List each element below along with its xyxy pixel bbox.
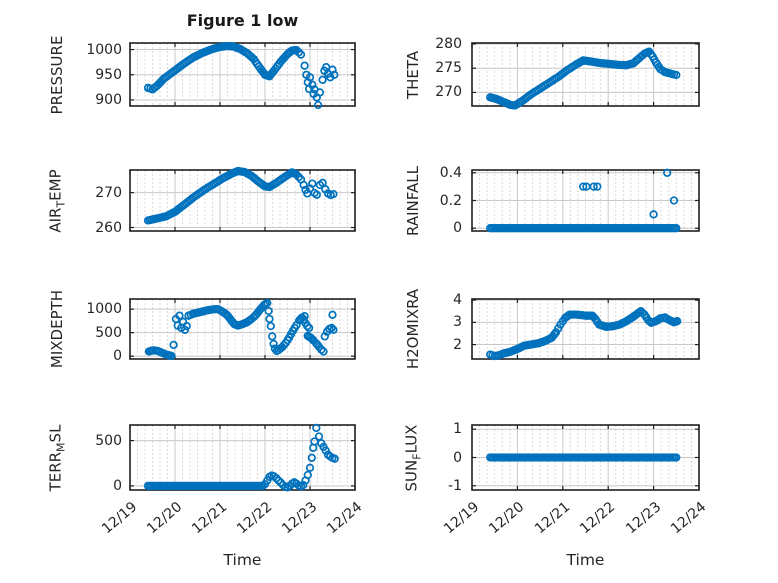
y-tick-label: 0 — [113, 348, 122, 365]
x-tick-label: 12/23 — [279, 499, 321, 538]
x-tick-label: 12/24 — [668, 499, 710, 538]
y-tick-label: -1 — [448, 477, 462, 494]
subplot-h2omixra — [471, 298, 700, 361]
y-tick-label: 4 — [453, 292, 462, 309]
y-tick-label: 260 — [95, 219, 122, 236]
y-axis-label-h2omixra: H2OMIXRA — [404, 288, 422, 370]
x-tick-label: 12/20 — [486, 499, 528, 538]
y-axis-label-theta: THETA — [404, 50, 422, 99]
y-tick-label: 275 — [435, 60, 462, 77]
y-tick-label: 270 — [95, 184, 122, 201]
y-tick-label: 0 — [453, 220, 462, 237]
y-tick-label: 0.4 — [439, 164, 462, 181]
y-tick-label: 270 — [435, 84, 462, 101]
subplot-rainfall — [471, 168, 700, 233]
x-tick-label: 12/21 — [531, 499, 574, 538]
x-tick-label: 12/23 — [622, 499, 664, 538]
y-tick-label: 0 — [113, 477, 122, 494]
y-tick-label: 1000 — [86, 41, 122, 58]
y-tick-label: 1 — [453, 421, 462, 438]
y-axis-label-terr-msl: TERRMSL — [46, 424, 68, 491]
y-tick-label: 950 — [95, 66, 122, 83]
y-tick-label: 500 — [95, 432, 122, 449]
x-axis-label-right: Time — [566, 551, 605, 569]
subplot-terr-msl — [129, 423, 356, 492]
series-theta — [486, 47, 681, 110]
x-tick-label: 12/20 — [144, 499, 186, 538]
y-axis-label-sun-flux: SUNFLUX — [402, 424, 424, 491]
y-tick-label: 3 — [453, 314, 462, 331]
subplot-pressure — [129, 41, 356, 110]
series-sun-flux — [486, 453, 681, 462]
x-tick-label: 12/22 — [577, 499, 619, 538]
y-tick-label: 500 — [95, 324, 122, 341]
x-tick-label: 12/19 — [441, 499, 483, 538]
y-axis-label-rainfall: RAINFALL — [404, 165, 422, 236]
y-tick-label: 900 — [95, 91, 122, 108]
series-h2omixra — [486, 307, 682, 361]
series-air-temp — [143, 166, 338, 225]
series-pressure — [143, 41, 339, 110]
subplot-air-temp — [129, 166, 356, 232]
x-axis-label-left: Time — [223, 551, 262, 569]
subplot-theta — [471, 42, 700, 110]
y-axis-label-pressure: PRESSURE — [48, 35, 66, 114]
x-tick-label: 12/21 — [189, 499, 231, 538]
subplot-mixdepth — [129, 298, 356, 361]
series-rainfall — [486, 168, 681, 233]
y-tick-label: 2 — [453, 336, 462, 353]
series-terr-msl — [143, 423, 339, 492]
x-tick-label: 12/24 — [324, 499, 366, 538]
series-mixdepth — [144, 298, 338, 361]
y-tick-label: 0 — [453, 449, 462, 466]
y-axis-label-mixdepth: MIXDEPTH — [48, 289, 66, 369]
y-tick-label: 280 — [435, 35, 462, 52]
y-tick-label: 1000 — [86, 301, 122, 318]
figure-title: Figure 1 low — [186, 11, 299, 30]
subplot-sun-flux — [471, 424, 700, 491]
x-tick-label: 12/22 — [234, 499, 276, 538]
y-tick-label: 0.2 — [439, 192, 462, 209]
y-axis-label-air-temp: AIRTEMP — [46, 168, 68, 233]
x-tick-label: 12/19 — [99, 499, 141, 538]
